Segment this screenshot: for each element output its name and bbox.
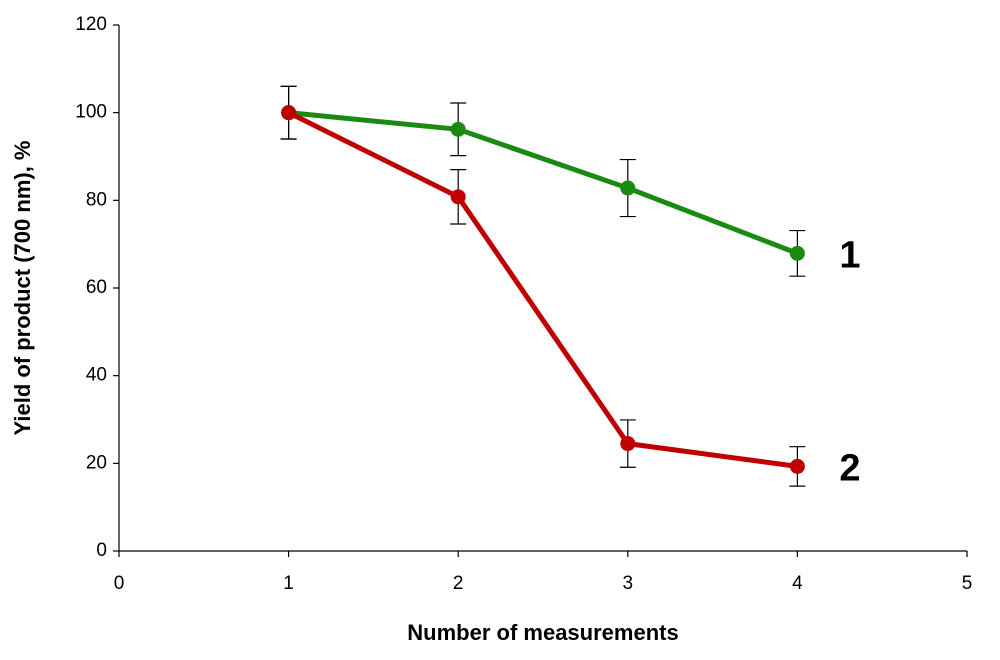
x-tick-label: 1 <box>283 573 294 594</box>
data-point <box>789 245 805 261</box>
x-axis-title: Number of measurements <box>407 620 678 645</box>
data-point <box>281 105 297 121</box>
data-point <box>620 180 636 196</box>
y-tick-label: 100 <box>75 102 107 123</box>
y-tick-label: 80 <box>86 189 107 210</box>
data-point <box>789 458 805 474</box>
y-tick-label: 0 <box>96 540 107 561</box>
data-point <box>450 121 466 137</box>
x-tick-label: 3 <box>623 573 634 594</box>
series-label: 2 <box>839 447 860 489</box>
y-tick-label: 20 <box>86 452 107 473</box>
data-point <box>450 189 466 205</box>
y-tick-label: 40 <box>86 365 107 386</box>
x-tick-label: 0 <box>114 573 125 594</box>
x-tick-label: 4 <box>792 573 803 594</box>
y-tick-label: 120 <box>75 14 107 35</box>
y-axis-title: Yield of product (700 nm), % <box>10 141 35 436</box>
series-label: 1 <box>839 234 860 276</box>
x-tick-label: 2 <box>453 573 464 594</box>
series-line <box>287 110 798 469</box>
y-tick-label: 60 <box>86 277 107 298</box>
series-line <box>288 110 799 256</box>
data-point <box>620 436 636 452</box>
x-tick-label: 5 <box>962 573 973 594</box>
